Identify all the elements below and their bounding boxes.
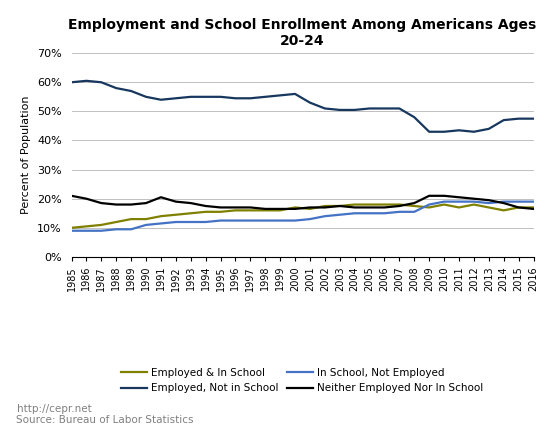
Title: Employment and School Enrollment Among Americans Ages
20-24: Employment and School Enrollment Among A… <box>68 18 537 48</box>
Y-axis label: Percent of Population: Percent of Population <box>21 96 31 214</box>
Legend: Employed & In School, Employed, Not in School, In School, Not Employed, Neither : Employed & In School, Employed, Not in S… <box>121 368 484 393</box>
Text: http://cepr.net
Source: Bureau of Labor Statistics: http://cepr.net Source: Bureau of Labor … <box>16 404 194 425</box>
